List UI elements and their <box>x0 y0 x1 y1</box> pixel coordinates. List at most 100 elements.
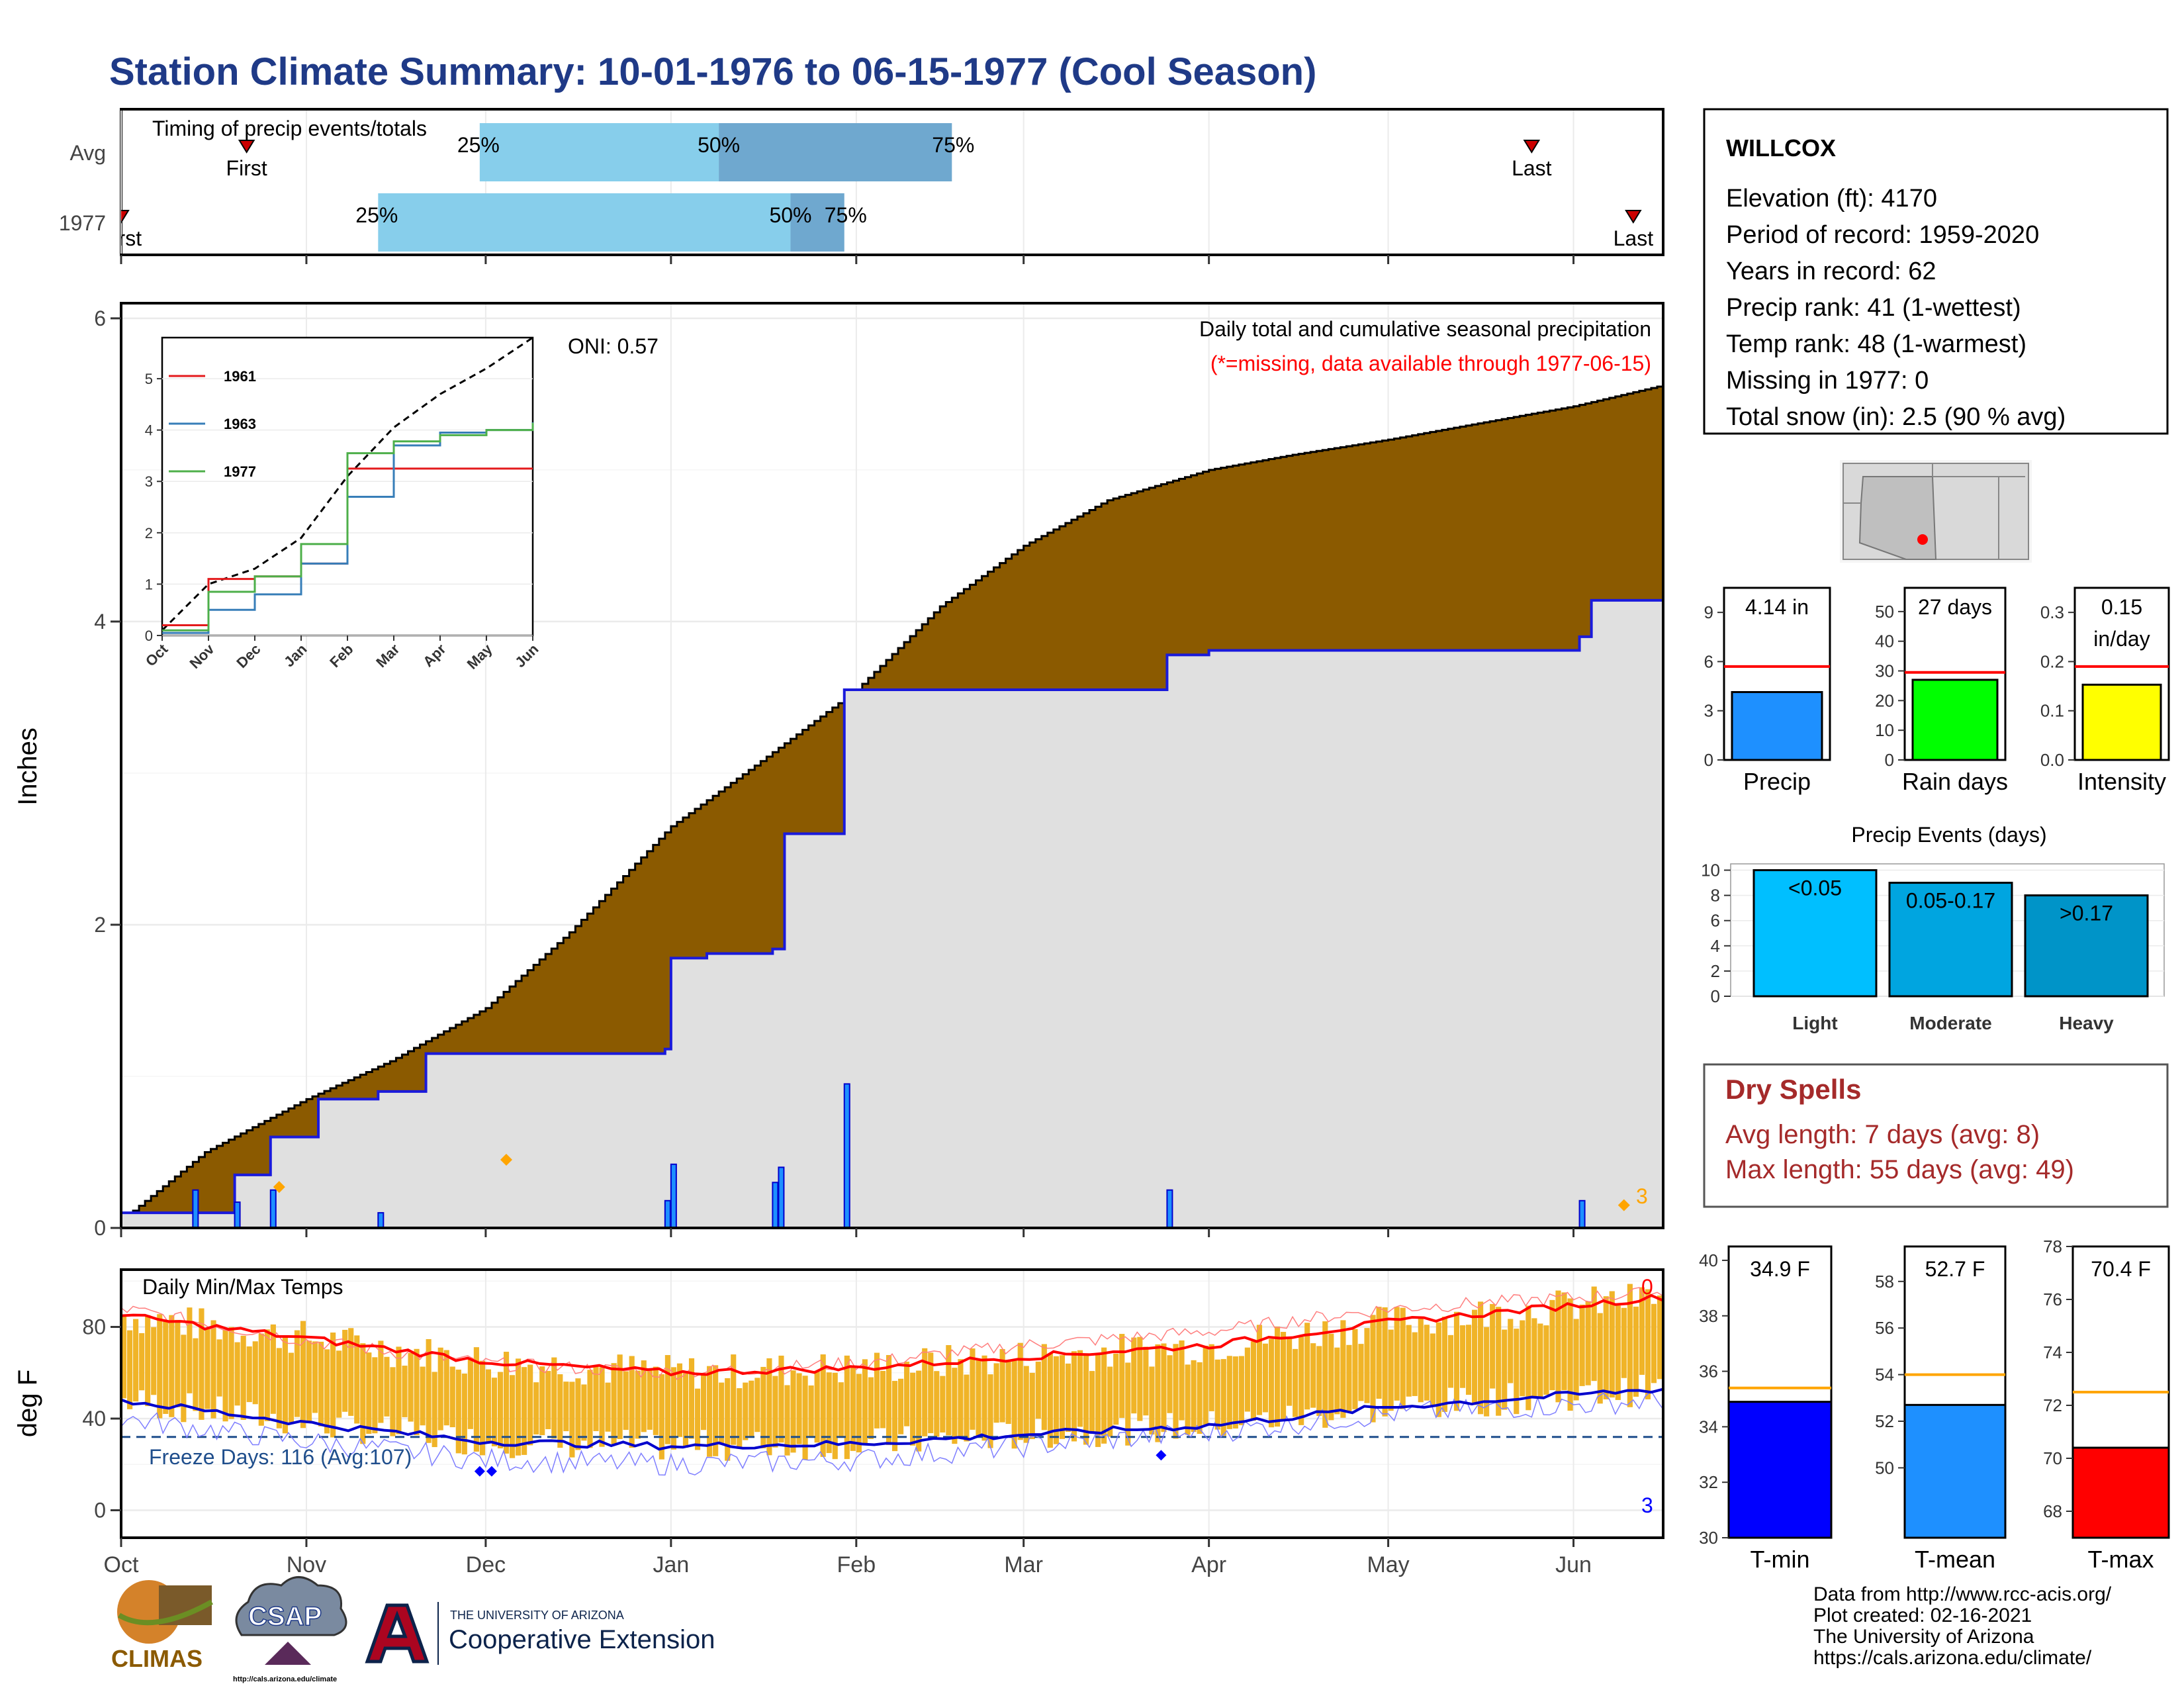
daily-temp-bar <box>1627 1284 1633 1407</box>
station-name: WILLCOX <box>1726 134 1836 162</box>
last-marker <box>1523 140 1541 154</box>
footer-org: The University of Arizona <box>1813 1626 2034 1648</box>
daily-temp-bar <box>390 1367 396 1436</box>
dry-spells-max: Max length: 55 days (avg: 49) <box>1725 1155 2074 1184</box>
daily-temp-bar <box>1131 1337 1137 1414</box>
daily-temp-bar <box>701 1373 707 1430</box>
temp-bar-tick-label: 58 <box>1875 1272 1894 1291</box>
precip-ytick-label: 6 <box>94 306 106 330</box>
temp-bar <box>1727 1401 1833 1539</box>
event-bar-value-label: >0.17 <box>2060 902 2113 925</box>
daily-temp-bar <box>664 1355 670 1444</box>
csap-wordmark: CSAP <box>248 1602 322 1631</box>
first-label: First <box>101 226 142 250</box>
events-tick-label: 10 <box>1701 861 1720 880</box>
daily-temp-bar <box>1484 1327 1490 1417</box>
daily-temp-bar <box>1441 1317 1447 1412</box>
daily-temp-bar <box>378 1340 384 1423</box>
daily-temp-bar <box>1143 1346 1149 1416</box>
daily-precip-bar <box>377 1212 385 1229</box>
daily-temp-bar <box>605 1382 611 1432</box>
daily-temp-bar <box>354 1335 360 1424</box>
daily-temp-bar <box>1137 1336 1143 1421</box>
daily-temp-bar <box>1047 1354 1053 1448</box>
mini-bar-value-label: 4.14 in <box>1745 595 1809 619</box>
daily-temp-bar <box>1125 1362 1131 1446</box>
daily-temp-bar <box>491 1378 498 1446</box>
observed-cumulative-area <box>121 600 1663 1228</box>
daily-temp-bar <box>898 1378 904 1434</box>
daily-temp-bar <box>886 1354 892 1445</box>
daily-temp-bar <box>199 1308 205 1420</box>
daily-temp-bar <box>1537 1323 1543 1397</box>
daily-temp-bar <box>1478 1301 1484 1415</box>
daily-temp-bar <box>682 1372 689 1448</box>
event-bar <box>2024 894 2149 998</box>
daily-temp-bar <box>1161 1343 1167 1432</box>
locator-map <box>1840 460 2032 563</box>
daily-temp-bar <box>940 1376 946 1433</box>
temp-bar-tick-label: 50 <box>1875 1458 1894 1477</box>
inset-legend-label: 1977 <box>224 463 256 480</box>
daily-temp-bar <box>1376 1307 1382 1399</box>
daily-temp-bar <box>737 1388 743 1449</box>
daily-temp-bar <box>181 1335 187 1423</box>
dry-spells-title: Dry Spells <box>1725 1074 1861 1105</box>
daily-temp-bar <box>904 1362 910 1427</box>
daily-temp-bar <box>1041 1344 1047 1430</box>
daily-precip-bar <box>1578 1199 1586 1229</box>
timing-q75-label: 75% <box>825 203 867 227</box>
daily-temp-bar <box>348 1328 354 1416</box>
daily-temp-bar <box>533 1382 539 1434</box>
daily-temp-bar <box>1011 1360 1017 1449</box>
temp-ytick-label: 40 <box>82 1407 106 1430</box>
daily-temp-bar <box>1370 1315 1376 1423</box>
daily-temp-bar <box>288 1352 294 1424</box>
daily-temp-bar <box>676 1363 683 1437</box>
footer-created: Plot created: 02-16-2021 <box>1813 1605 2032 1626</box>
daily-temp-bar <box>1149 1366 1155 1435</box>
timing-q50-label: 50% <box>769 203 811 227</box>
temp-bar-tick-label: 76 <box>2043 1289 2062 1309</box>
precip-missing-note: (*=missing, data available through 1977-… <box>1210 352 1651 375</box>
daily-temp-bar <box>910 1372 916 1446</box>
daily-temp-bar <box>384 1356 390 1417</box>
temp-bar-tick-label: 52 <box>1875 1411 1894 1431</box>
mini-bar <box>1911 679 1999 761</box>
daily-temp-bar <box>1173 1344 1179 1439</box>
temp-bar-tick-label: 34 <box>1699 1417 1718 1436</box>
daily-temp-bar <box>443 1350 449 1426</box>
inset-legend-label: 1961 <box>224 368 256 385</box>
temp-frame <box>120 1268 1664 1539</box>
daily-temp-bar <box>252 1341 258 1405</box>
daily-temp-bar <box>1238 1356 1244 1426</box>
daily-temp-bar <box>294 1330 300 1417</box>
daily-temp-bar <box>193 1338 199 1411</box>
daily-temp-bar <box>175 1319 181 1407</box>
daily-temp-bar <box>1293 1348 1298 1417</box>
events-title: Precip Events (days) <box>1851 823 2046 847</box>
month-tick-label: Jun <box>1555 1552 1592 1577</box>
daily-temp-bar <box>1274 1326 1281 1427</box>
daily-precip-bar <box>269 1189 277 1229</box>
daily-temp-bar <box>976 1358 981 1436</box>
daily-temp-bar <box>402 1366 408 1417</box>
event-bar-value-label: 0.05-0.17 <box>1906 889 1995 913</box>
snow-marker <box>1617 1199 1630 1211</box>
daily-temp-bar <box>1639 1287 1645 1375</box>
daily-temp-bar <box>1155 1344 1161 1442</box>
daily-temp-bar <box>1394 1307 1400 1401</box>
temp-bar <box>1903 1403 2007 1539</box>
first-marker <box>238 140 255 154</box>
daily-temp-bar <box>449 1366 455 1428</box>
mini-bar-tick-label: 0.3 <box>2040 602 2064 622</box>
month-tick-label: Feb <box>837 1552 876 1577</box>
daily-temp-bar <box>1621 1307 1627 1378</box>
temp-bar-tick-label: 30 <box>1699 1528 1718 1548</box>
daily-temp-bar <box>635 1370 641 1439</box>
daily-temp-bar <box>420 1366 426 1426</box>
daily-temp-bar <box>790 1370 796 1453</box>
daily-temp-bar <box>856 1374 862 1453</box>
station-info-line: Temp rank: 48 (1-warmest) <box>1726 330 2026 358</box>
